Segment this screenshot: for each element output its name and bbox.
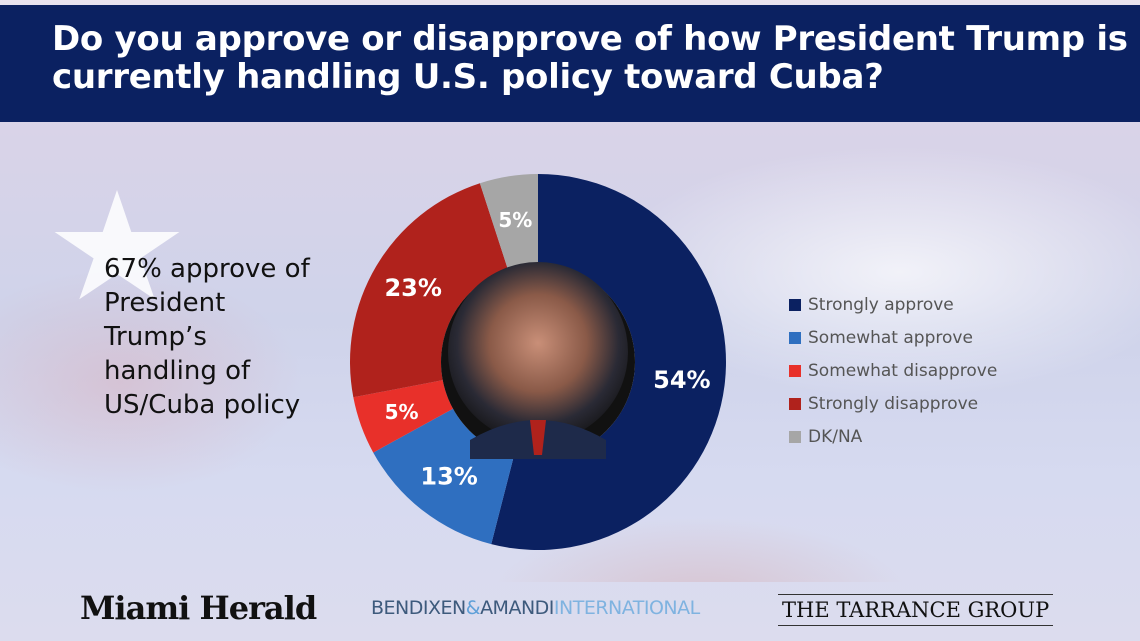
data-label: 23% (384, 274, 441, 302)
logo-part: & (465, 597, 481, 619)
portrait-face (448, 262, 628, 442)
legend-item: Somewhat disapprove (789, 354, 997, 387)
data-label: 54% (653, 366, 710, 394)
legend-label: Somewhat disapprove (808, 360, 998, 381)
data-label: 5% (498, 208, 532, 232)
slice-strongly-disapprove (349, 183, 509, 398)
legend-item: Strongly disapprove (789, 387, 997, 420)
legend-swatch (789, 397, 801, 410)
data-label: 13% (420, 463, 477, 491)
legend-swatch (789, 298, 801, 311)
logo-part: BENDIXEN (371, 597, 466, 619)
slice-somewhat-disapprove (353, 380, 453, 453)
legend-label: Strongly disapprove (808, 393, 979, 414)
logo-part: AMANDI (480, 597, 554, 619)
legend-item: Strongly approve (789, 288, 997, 321)
legend-label: Strongly approve (808, 294, 954, 315)
data-label: 5% (385, 400, 419, 424)
summary-note: 67% approve of President Trump’s handlin… (104, 254, 310, 420)
legend-swatch (789, 364, 801, 377)
slice-dk-na (479, 174, 538, 270)
logo-part: INTERNATIONAL (553, 597, 700, 619)
legend-swatch (789, 331, 801, 344)
legend: Strongly approve Somewhat approve Somewhat… (789, 288, 997, 453)
miami-herald-logo: Miami Herald (80, 589, 317, 627)
page-title: Do you approve or disapprove of how Pres… (52, 19, 1128, 97)
legend-label: Somewhat approve (808, 327, 973, 348)
header-bar (0, 5, 1140, 122)
legend-item: DK/NA (789, 420, 997, 453)
tarrance-group-logo: THE TARRANCE GROUP (778, 594, 1054, 626)
bendixen-amandi-logo: BENDIXEN & AMANDI INTERNATIONAL (371, 588, 700, 628)
legend-label: DK/NA (808, 426, 863, 447)
legend-item: Somewhat approve (789, 321, 997, 354)
legend-swatch (789, 430, 801, 443)
slice-strongly-approve (491, 174, 726, 550)
portrait-tie (530, 420, 546, 455)
